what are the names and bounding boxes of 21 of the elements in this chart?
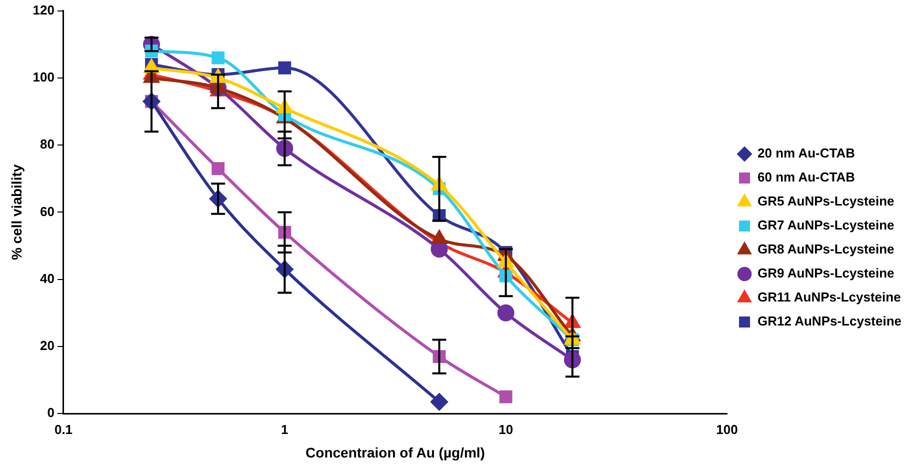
legend-label: GR5 AuNPs-Lcysteine (758, 194, 894, 209)
y-tick-label: 40 (40, 270, 54, 286)
legend-label: GR9 AuNPs-Lcysteine (758, 266, 894, 281)
legend-label: GR8 AuNPs-Lcysteine (758, 242, 894, 257)
legend-label: 20 nm Au-CTAB (758, 146, 856, 161)
legend-label: GR11 AuNPs-Lcysteine (758, 290, 901, 305)
legend-label: GR7 AuNPs-Lcysteine (758, 218, 894, 233)
x-tick-label: 10 (498, 422, 514, 437)
y-tick-label: 100 (32, 70, 54, 85)
y-tick-label: 0 (47, 405, 54, 420)
legend-label: GR12 AuNPs-Lcysteine (758, 314, 902, 329)
legend-label: 60 nm Au-CTAB (758, 170, 856, 185)
y-tick-label: 20 (40, 338, 54, 354)
y-tick-label: 120 (32, 2, 54, 18)
y-axis-title: % cell viability (8, 164, 24, 260)
y-tick-label: 60 (40, 204, 54, 219)
x-axis-title: Concentraion of Au (µg/ml) (306, 444, 485, 460)
x-tick-label: 1 (281, 422, 288, 437)
x-tick-label: 0.1 (54, 422, 73, 437)
y-tick-label: 80 (40, 136, 54, 152)
x-tick-label: 100 (716, 422, 738, 437)
